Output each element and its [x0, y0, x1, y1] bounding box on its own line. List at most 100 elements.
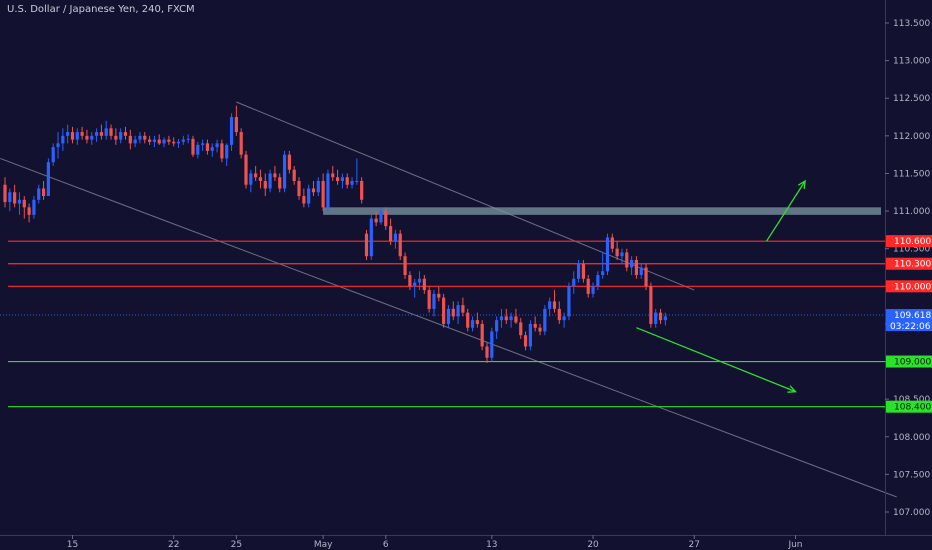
candle-body: [654, 312, 658, 324]
candle-body: [22, 199, 26, 208]
candle-body: [533, 323, 537, 328]
candle-body: [576, 263, 581, 279]
candle-body: [56, 143, 60, 148]
time-tick-label: 20: [587, 540, 599, 550]
time-tick-label: May: [314, 540, 333, 550]
candle-body: [152, 139, 157, 142]
candle-body: [475, 320, 479, 324]
candle-body: [432, 293, 436, 309]
candle-body: [408, 275, 412, 287]
candle-body: [620, 252, 624, 257]
candle-body: [61, 135, 65, 144]
candle-body: [41, 188, 46, 197]
candle-body: [543, 308, 547, 332]
price-tick-label: 113.000: [893, 57, 930, 67]
price-tick-label: 107.000: [893, 508, 930, 518]
candle-body: [557, 308, 561, 321]
candle-body: [446, 308, 451, 324]
price-tick-label: 112.000: [893, 132, 930, 142]
candle-body: [374, 218, 378, 223]
candle-body: [548, 301, 552, 309]
candle-body: [379, 211, 383, 223]
candle-body: [413, 282, 417, 287]
time-tick-label: 25: [231, 540, 242, 550]
candle-body: [403, 256, 407, 276]
price-tick-label: 108.000: [893, 433, 930, 443]
candle-body: [181, 139, 185, 142]
candle-body: [581, 263, 585, 279]
candle-body: [3, 184, 7, 203]
candle-body: [495, 320, 499, 332]
candle-body: [225, 144, 229, 159]
candle-body: [586, 278, 590, 294]
candle-body: [13, 192, 17, 204]
price-tick-label: 113.500: [893, 19, 930, 29]
arrow-line: [766, 180, 806, 242]
candle-body: [157, 139, 161, 144]
candle-body: [321, 180, 325, 208]
candle-body: [148, 139, 152, 142]
candle-body: [417, 278, 422, 283]
candle-body: [201, 143, 205, 145]
time-tick-label: 27: [689, 540, 700, 550]
time-tick-label: 13: [486, 540, 497, 550]
candle-body: [644, 267, 648, 287]
candle-body: [138, 135, 142, 140]
candle-body: [490, 331, 494, 358]
time-tick-label: Jun: [787, 540, 802, 550]
price-axis[interactable]: 107.000107.500108.000108.500109.000109.5…: [885, 0, 932, 535]
candle-body: [80, 132, 84, 136]
candle-body: [302, 196, 306, 204]
candle-body: [17, 199, 22, 204]
candle-body: [109, 128, 113, 136]
candle-body: [220, 143, 224, 159]
candle-body: [292, 169, 296, 181]
candle-body: [509, 316, 513, 321]
candle-body: [133, 139, 137, 144]
candle-body: [249, 173, 253, 185]
price-tick-label: 112.500: [893, 94, 930, 104]
time-axis[interactable]: 15 22 25 May 6 13 20 27 Jun: [0, 535, 932, 550]
candle-body: [287, 154, 291, 170]
candle-body: [461, 305, 465, 313]
candle-body: [519, 322, 523, 336]
candle-body: [8, 192, 12, 203]
candle-body: [499, 316, 504, 321]
price-tick-label: 107.500: [893, 470, 930, 480]
candle-body: [601, 271, 605, 276]
candle-body: [466, 312, 470, 328]
candle-body: [90, 135, 94, 140]
candle-body: [504, 316, 508, 321]
candle-body: [205, 143, 210, 151]
candle-body: [663, 316, 667, 321]
candle-body: [46, 162, 50, 197]
candle-body: [196, 144, 200, 155]
countdown-label: 03:22:06: [890, 322, 931, 332]
candle-body: [99, 132, 103, 136]
candle-body: [437, 293, 441, 298]
resistance-zone: [323, 207, 881, 215]
candle-body: [229, 117, 234, 145]
candle-body: [658, 312, 663, 321]
last-price-badge: [886, 309, 932, 332]
candle-body: [234, 117, 238, 133]
candle-body: [630, 259, 634, 268]
candle-body: [27, 207, 31, 215]
candle-body: [335, 177, 340, 181]
level-badge-label: 108.400: [894, 403, 931, 413]
price-tick-label: 110.500: [893, 245, 930, 255]
candle-body: [244, 154, 248, 185]
candle-body: [340, 177, 344, 181]
trendline: [0, 157, 897, 498]
plot-area[interactable]: [0, 101, 897, 498]
candle-body: [128, 135, 132, 144]
candle-body: [480, 323, 484, 347]
time-tick-label: 6: [383, 540, 389, 550]
candle-body: [625, 252, 629, 268]
last-price-label: 109.618: [894, 311, 931, 321]
candle-body: [70, 132, 75, 140]
candle-body: [119, 132, 123, 140]
candle-body: [369, 218, 373, 257]
time-tick-label: 15: [67, 540, 78, 550]
